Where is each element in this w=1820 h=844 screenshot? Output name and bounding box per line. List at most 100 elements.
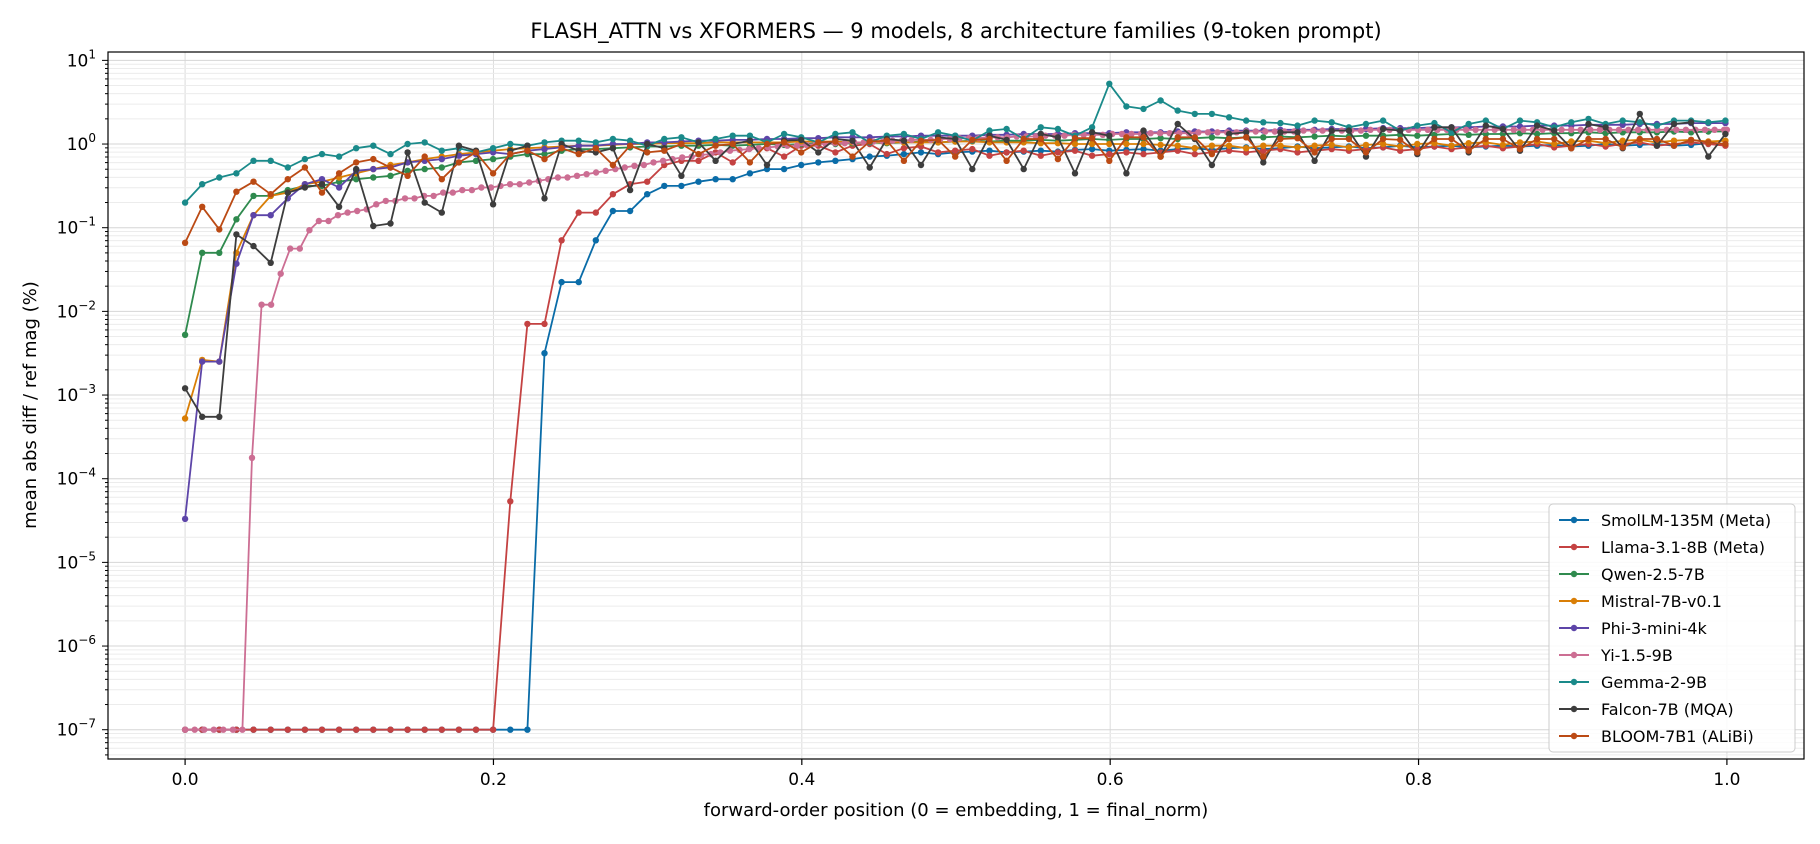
data-point xyxy=(1670,142,1678,149)
data-point xyxy=(644,140,651,148)
legend-swatch-marker xyxy=(1570,678,1578,686)
data-point xyxy=(1225,114,1233,121)
data-point xyxy=(1670,120,1678,128)
data-point xyxy=(1362,132,1370,139)
data-point xyxy=(1499,135,1507,143)
data-point xyxy=(1037,124,1045,131)
data-point xyxy=(1687,136,1695,144)
data-point xyxy=(1619,144,1626,151)
data-point xyxy=(1204,129,1212,136)
data-point xyxy=(1431,135,1438,143)
data-point xyxy=(489,155,497,163)
data-point xyxy=(1243,145,1250,152)
data-point xyxy=(233,188,240,195)
data-point xyxy=(729,159,736,166)
data-point xyxy=(592,145,599,152)
data-point xyxy=(1482,117,1490,124)
data-point xyxy=(1020,147,1027,154)
data-point xyxy=(370,222,377,230)
data-point xyxy=(438,726,445,733)
data-point xyxy=(1191,145,1199,152)
series-5 xyxy=(181,119,1729,523)
data-point xyxy=(866,153,873,160)
data-point xyxy=(1191,110,1199,118)
data-point xyxy=(1157,135,1164,142)
data-point xyxy=(1499,125,1507,133)
data-point xyxy=(678,182,685,190)
data-point xyxy=(1510,126,1518,133)
data-point xyxy=(1414,149,1421,156)
data-point xyxy=(1311,142,1318,149)
data-point xyxy=(1260,153,1267,160)
data-point xyxy=(1106,132,1113,139)
data-point xyxy=(609,207,617,215)
data-point xyxy=(1208,110,1216,118)
data-point xyxy=(306,227,313,234)
data-point xyxy=(1482,122,1490,129)
data-point xyxy=(1379,135,1387,143)
data-point xyxy=(335,184,343,191)
data-point xyxy=(780,153,788,160)
data-point xyxy=(621,164,628,171)
data-point xyxy=(1379,125,1387,133)
x-tick-label: 0.6 xyxy=(1097,770,1124,790)
data-point xyxy=(832,149,839,156)
data-point xyxy=(1118,130,1126,138)
data-point xyxy=(1673,126,1680,133)
y-tick-label: 100 xyxy=(67,131,96,155)
data-point xyxy=(353,165,360,173)
data-point xyxy=(1174,142,1181,149)
data-point xyxy=(866,164,873,171)
data-point xyxy=(1260,159,1267,166)
y-tick-label: 10−1 xyxy=(57,215,96,239)
data-point xyxy=(798,149,805,156)
data-point xyxy=(411,195,418,202)
data-point xyxy=(695,157,702,164)
data-point xyxy=(181,199,189,206)
data-point xyxy=(1088,124,1096,131)
data-point xyxy=(301,726,309,733)
data-point xyxy=(1260,134,1267,141)
data-point xyxy=(506,181,514,188)
data-point xyxy=(1225,147,1233,154)
data-point xyxy=(1448,135,1455,143)
data-point xyxy=(199,358,206,365)
data-point xyxy=(1277,135,1284,143)
data-point xyxy=(815,159,822,166)
data-point xyxy=(318,181,326,188)
series-lines xyxy=(181,80,1731,733)
legend-swatch-marker xyxy=(1570,624,1578,632)
data-point xyxy=(526,179,533,186)
data-point xyxy=(746,132,754,139)
data-point xyxy=(1345,144,1353,151)
data-point xyxy=(592,237,599,244)
data-point xyxy=(284,176,291,183)
data-point xyxy=(1520,126,1527,133)
data-point xyxy=(1071,147,1079,154)
data-point xyxy=(678,134,685,141)
data-point xyxy=(507,498,514,505)
data-point xyxy=(1682,126,1690,133)
data-point xyxy=(900,150,908,158)
data-point xyxy=(1214,129,1221,136)
data-point xyxy=(1379,140,1387,148)
data-point xyxy=(181,385,189,392)
data-point xyxy=(1345,135,1353,143)
data-point xyxy=(1174,107,1181,114)
data-point xyxy=(1448,124,1455,131)
data-point xyxy=(472,157,480,164)
data-point xyxy=(712,135,719,143)
data-point xyxy=(1328,119,1335,126)
data-point xyxy=(1533,130,1541,138)
data-point xyxy=(1277,129,1284,136)
data-point xyxy=(1106,157,1113,164)
data-point xyxy=(969,165,976,173)
data-point xyxy=(952,135,959,143)
data-point xyxy=(626,186,634,194)
data-point xyxy=(763,161,771,169)
data-point xyxy=(575,278,582,286)
data-point xyxy=(1482,135,1490,143)
data-point xyxy=(583,171,590,178)
data-point xyxy=(1157,97,1164,104)
